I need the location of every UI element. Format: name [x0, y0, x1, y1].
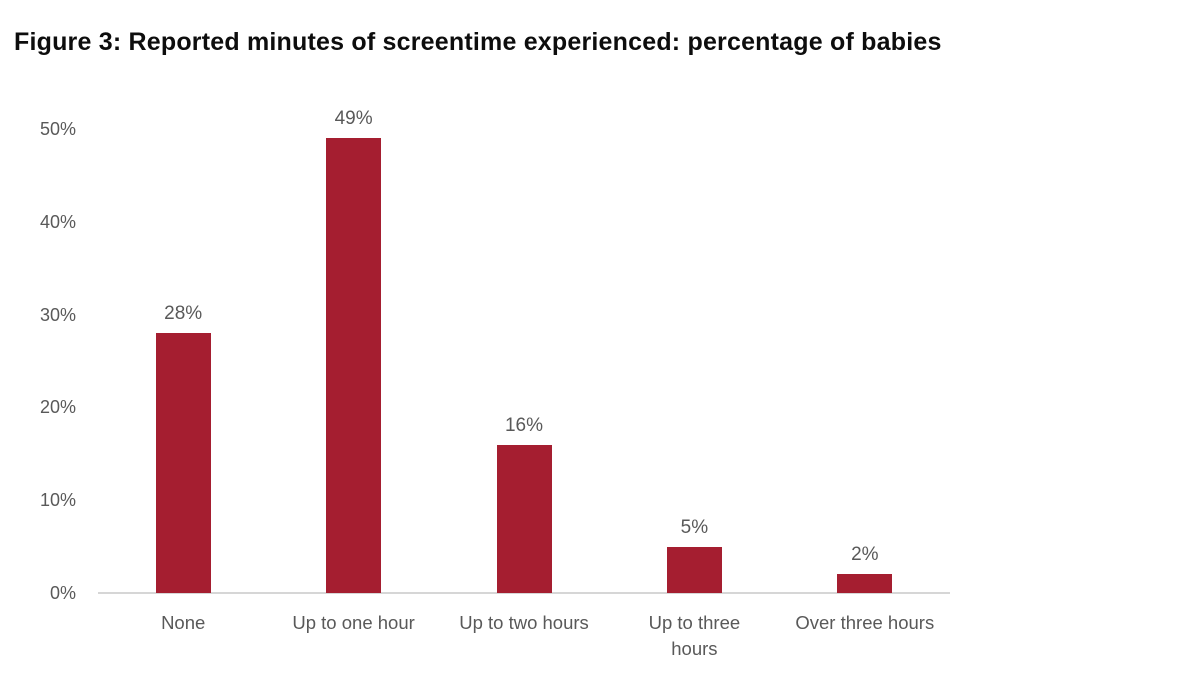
y-axis-tick-label: 0% [49, 583, 76, 603]
bar-value-label: 49% [334, 108, 373, 130]
figure-title: Figure 3: Reported minutes of screentime… [14, 28, 942, 56]
bar [496, 444, 552, 593]
bar-value-label: 16% [504, 414, 544, 436]
x-axis-line [98, 592, 950, 594]
bar [837, 574, 893, 593]
x-axis-label: Up to two hours [459, 612, 589, 633]
y-axis-tick-label: 40% [39, 211, 76, 232]
bar-value-label: 2% [851, 544, 879, 566]
bar-value-label: 28% [164, 303, 203, 325]
x-axis-label: Over three hours [795, 612, 935, 633]
bar [155, 333, 211, 593]
x-axis-label: None [161, 612, 206, 633]
x-axis-label: Up to one hour [292, 612, 415, 633]
y-axis-tick-label: 30% [39, 304, 76, 325]
x-axis-label: Up to three hours [648, 612, 741, 659]
bar-value-label: 5% [680, 516, 709, 538]
y-axis-tick-label: 10% [39, 490, 76, 511]
y-axis-tick-label: 20% [39, 397, 76, 418]
bar [666, 546, 722, 593]
y-axis-tick-label: 50% [39, 119, 76, 139]
bar [326, 138, 382, 593]
